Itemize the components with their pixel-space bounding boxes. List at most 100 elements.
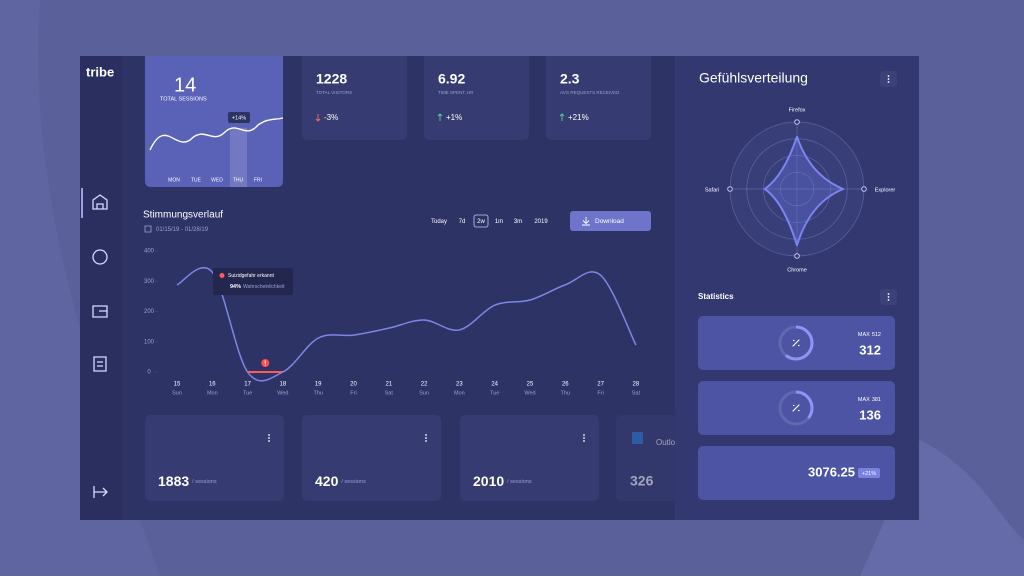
kpi-card bbox=[424, 56, 529, 140]
chart-subtitle: 01/15/19 - 01/28/19 bbox=[156, 227, 209, 233]
hero-badge bbox=[228, 112, 250, 123]
session-card: 420/ sessions bbox=[302, 415, 441, 501]
x-tick-label: 22 bbox=[421, 382, 428, 388]
percent-icon bbox=[792, 404, 800, 412]
stat-badge bbox=[858, 468, 880, 478]
hero-value: 14 bbox=[174, 74, 196, 96]
stat-max: MAX 381 bbox=[858, 397, 881, 403]
hero-badge-text: +14% bbox=[232, 115, 246, 121]
radar-axis-dot bbox=[727, 186, 733, 192]
session-value: 420 bbox=[315, 473, 339, 489]
x-tick-label: 23 bbox=[456, 382, 463, 388]
x-tick-sublabel: Mon bbox=[454, 390, 465, 396]
range-button[interactable]: 2019 bbox=[534, 219, 548, 225]
day-label: MON bbox=[168, 177, 180, 183]
day-label: TUE bbox=[191, 177, 202, 183]
x-tick-label: 19 bbox=[315, 382, 322, 388]
session-card-bg bbox=[302, 415, 441, 501]
kpi-card bbox=[302, 56, 407, 140]
session-card: 2010/ sessions bbox=[460, 415, 599, 501]
x-tick-sublabel: Sat bbox=[385, 390, 394, 396]
session-unit: / sessions bbox=[192, 479, 217, 485]
x-tick-sublabel: Sun bbox=[172, 390, 182, 396]
logo: tribe bbox=[86, 64, 114, 79]
range-button[interactable]: 2w bbox=[477, 219, 485, 225]
radar-title: Gefühlsverteilung bbox=[699, 70, 808, 86]
stat-value: 312 bbox=[859, 342, 881, 357]
x-tick-label: 25 bbox=[527, 382, 534, 388]
nav-logout[interactable] bbox=[93, 486, 108, 498]
card-menu-dot bbox=[268, 434, 270, 436]
nav-docs[interactable] bbox=[93, 356, 107, 372]
kpi-label: TIME SPENT, HR bbox=[438, 90, 474, 95]
x-tick-label: 18 bbox=[280, 382, 287, 388]
radar-ring bbox=[779, 171, 815, 207]
session-value: 326 bbox=[630, 473, 654, 489]
nav-explore[interactable] bbox=[92, 249, 108, 265]
tooltip-title: Suizidgefahr erkannt bbox=[228, 273, 274, 279]
nav-wallet[interactable] bbox=[92, 305, 108, 318]
range-active bbox=[473, 214, 489, 228]
kpi-label: AVG REQUESTS RECEIVED bbox=[560, 90, 620, 95]
download-label: Download bbox=[595, 218, 624, 225]
kpi-card bbox=[546, 56, 651, 140]
hero-label: TOTAL SESSIONS bbox=[160, 96, 207, 102]
day-label: THU bbox=[233, 177, 244, 183]
nav-home[interactable] bbox=[92, 194, 108, 210]
session-card: 1883/ sessions bbox=[145, 415, 284, 501]
stat-value: 3076.25 bbox=[808, 464, 855, 479]
y-tick-label: 0 bbox=[147, 370, 151, 376]
donut-arc bbox=[778, 390, 814, 426]
x-tick-label: 26 bbox=[562, 382, 569, 388]
outlook-icon bbox=[632, 432, 643, 444]
x-tick-label: 20 bbox=[350, 382, 357, 388]
tooltip bbox=[213, 268, 293, 295]
radar-ring bbox=[763, 155, 831, 223]
stat-max: MAX 512 bbox=[858, 332, 881, 338]
stats-title: Statistics bbox=[698, 292, 734, 301]
kpi-arrow bbox=[559, 113, 565, 121]
session-text: 2010/ sessions bbox=[473, 473, 532, 489]
x-tick-label: 16 bbox=[209, 382, 216, 388]
sidebar bbox=[80, 56, 122, 520]
radar-label: Chrome bbox=[787, 267, 807, 273]
kpi-change: +21% bbox=[568, 113, 589, 122]
stat-max-prefix: MAX bbox=[858, 332, 870, 338]
x-tick-label: 24 bbox=[491, 382, 498, 388]
kpi-label: TOTAL VISITORS bbox=[316, 90, 352, 95]
range-button[interactable]: 7d bbox=[459, 219, 466, 225]
x-tick-sublabel: Tue bbox=[490, 390, 499, 396]
radar-axis-dot bbox=[794, 119, 800, 125]
x-tick-label: 27 bbox=[597, 382, 604, 388]
card-menu-dot bbox=[583, 437, 585, 439]
session-card-bg bbox=[145, 415, 284, 501]
tooltip-dot bbox=[219, 273, 225, 278]
range-button[interactable]: 3m bbox=[514, 219, 522, 225]
x-tick-label: 28 bbox=[633, 382, 640, 388]
x-tick-label: 21 bbox=[385, 382, 392, 388]
session-value: 2010 bbox=[473, 473, 504, 489]
kpi-arrow bbox=[315, 114, 321, 122]
kpi-value: 2.3 bbox=[560, 71, 580, 87]
kpi-arrow bbox=[437, 113, 443, 121]
calendar-icon bbox=[144, 225, 152, 233]
x-tick-label: 17 bbox=[244, 382, 251, 388]
x-tick-sublabel: Thu bbox=[313, 390, 322, 396]
range-button[interactable]: Today bbox=[431, 219, 447, 225]
x-tick-sublabel: Fri bbox=[350, 390, 356, 396]
card-menu-dot bbox=[425, 440, 427, 442]
day-label: FRI bbox=[254, 177, 262, 183]
chart-title: Stimmungsverlauf bbox=[143, 210, 223, 221]
stat-card bbox=[698, 446, 895, 500]
card-menu-dot bbox=[583, 434, 585, 436]
download-button[interactable] bbox=[570, 211, 651, 231]
kpi-value: 1228 bbox=[316, 71, 347, 87]
radar-axis-dot bbox=[794, 253, 800, 259]
day-label: WED bbox=[211, 177, 223, 183]
session-text: 1883/ sessions bbox=[158, 473, 217, 489]
radar-shape bbox=[763, 135, 845, 247]
y-tick-label: 300 bbox=[144, 279, 155, 285]
card-menu-dot bbox=[268, 440, 270, 442]
mood-line bbox=[176, 266, 637, 382]
range-button[interactable]: 1m bbox=[495, 219, 503, 225]
